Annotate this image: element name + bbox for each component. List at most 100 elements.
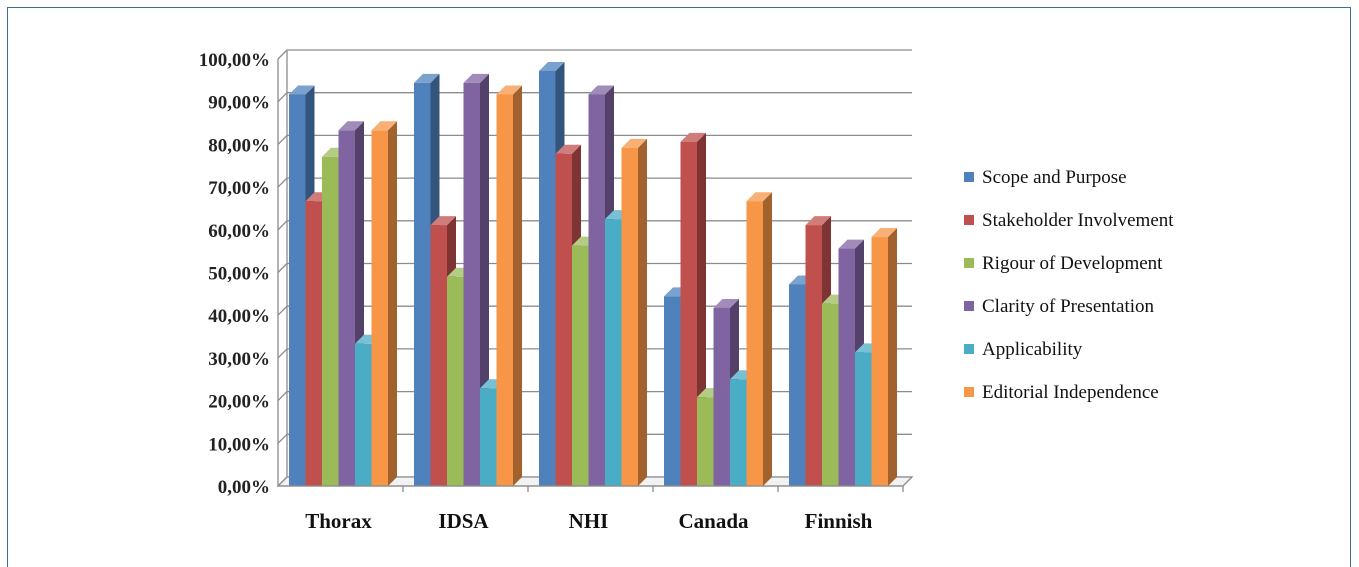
- bar-top: [371, 121, 397, 131]
- legend-label: Stakeholder Involvement: [982, 210, 1174, 231]
- bar-top: [588, 85, 614, 95]
- gridline-side: [277, 92, 288, 103]
- legend: Scope and Purpose Stakeholder Involvement…: [964, 167, 1174, 403]
- gridline-side: [277, 348, 288, 359]
- bar-top: [539, 61, 565, 71]
- y-tick-label: 10,00%: [208, 434, 270, 455]
- bar: [871, 228, 897, 486]
- legend-label: Scope and Purpose: [982, 167, 1127, 188]
- legend-label: Clarity of Presentation: [982, 296, 1155, 317]
- gridline-side: [277, 220, 288, 231]
- bar-side: [763, 192, 772, 487]
- bar-front: [621, 147, 638, 487]
- y-tick-label: 50,00%: [208, 264, 270, 285]
- bar-top: [338, 121, 364, 131]
- y-tick-label: 0,00%: [218, 477, 270, 498]
- legend-label: Editorial Independence: [982, 382, 1159, 403]
- bar-front: [680, 141, 697, 486]
- bar-front: [605, 219, 622, 486]
- gridline-side: [277, 49, 288, 60]
- bar: [621, 138, 647, 487]
- bar-front: [822, 303, 839, 486]
- bar-top: [680, 132, 706, 142]
- bar-top: [463, 73, 489, 83]
- x-category-label: Thorax: [305, 509, 372, 533]
- bar-front: [697, 397, 714, 486]
- x-category-label: IDSA: [438, 509, 489, 533]
- bar: [746, 192, 772, 487]
- gridline-side: [277, 433, 288, 444]
- bar-front: [355, 343, 372, 486]
- x-category-label: Canada: [678, 509, 749, 533]
- legend-swatch: [964, 301, 974, 311]
- legend-item: Clarity of Presentation: [964, 296, 1155, 317]
- bar-front: [871, 237, 888, 486]
- legend-item: Rigour of Development: [964, 253, 1163, 274]
- bar: [496, 85, 522, 486]
- gridline-side: [277, 391, 288, 402]
- bar-front: [572, 245, 589, 486]
- bar-front: [805, 225, 822, 486]
- y-tick-label: 100,00%: [199, 50, 270, 71]
- x-category-label: NHI: [569, 509, 609, 533]
- bar-side: [638, 138, 647, 487]
- legend-item: Stakeholder Involvement: [964, 210, 1174, 231]
- bar-front: [789, 284, 806, 486]
- chart-frame: [7, 7, 1351, 567]
- bar-front: [463, 82, 480, 487]
- bar-front: [855, 352, 872, 486]
- legend-swatch: [964, 344, 974, 354]
- bar-top: [746, 192, 772, 202]
- bar-front: [838, 248, 855, 486]
- y-tick-label: 30,00%: [208, 349, 270, 370]
- bar-front: [496, 94, 513, 486]
- bar-front: [430, 225, 447, 486]
- bar-front: [305, 201, 322, 487]
- bar-front: [588, 94, 605, 486]
- bar-front: [322, 156, 339, 486]
- bar-side: [513, 85, 522, 486]
- legend-item: Applicability: [964, 339, 1083, 360]
- bar-front: [664, 296, 681, 486]
- x-category-label: Finnish: [805, 509, 873, 533]
- bar-front: [447, 276, 464, 486]
- gridline-side: [277, 305, 288, 316]
- gridline-side: [277, 263, 288, 273]
- gridline-side: [277, 134, 288, 145]
- bar-top: [871, 228, 897, 238]
- bar-front: [338, 130, 355, 486]
- bar-front: [414, 82, 431, 487]
- y-tick-label: 20,00%: [208, 392, 270, 413]
- bar-front: [539, 70, 556, 487]
- bar-top: [621, 138, 647, 148]
- legend-swatch: [964, 387, 974, 397]
- bar-side: [888, 228, 897, 486]
- legend-swatch: [964, 215, 974, 225]
- bar-chart: 0,00% 10,00% 20,00% 30,00% 40,00% 50,00% 60,00…: [199, 49, 1174, 533]
- bar-front: [746, 201, 763, 487]
- legend-swatch: [964, 258, 974, 268]
- bar-top: [496, 85, 522, 95]
- bar: [463, 73, 489, 487]
- bar-front: [555, 153, 572, 486]
- bar-front: [730, 379, 747, 486]
- bar: [371, 121, 397, 487]
- legend-label: Applicability: [982, 339, 1083, 360]
- bar-front: [713, 307, 730, 486]
- bar-top: [430, 216, 456, 226]
- bar-top: [805, 216, 831, 226]
- legend-item: Scope and Purpose: [964, 167, 1127, 188]
- y-tick-label: 40,00%: [208, 306, 270, 327]
- bar-top: [414, 73, 440, 83]
- y-tick-label: 60,00%: [208, 221, 270, 242]
- bar-top: [289, 85, 315, 95]
- bar-top: [713, 298, 739, 308]
- y-tick-label: 80,00%: [208, 135, 270, 156]
- gridline-side: [277, 177, 288, 188]
- y-tick-label: 90,00%: [208, 93, 270, 114]
- bar-front: [289, 94, 306, 486]
- legend-swatch: [964, 172, 974, 182]
- bar-front: [480, 388, 497, 486]
- bar-top: [838, 239, 864, 249]
- bar-top: [555, 144, 581, 154]
